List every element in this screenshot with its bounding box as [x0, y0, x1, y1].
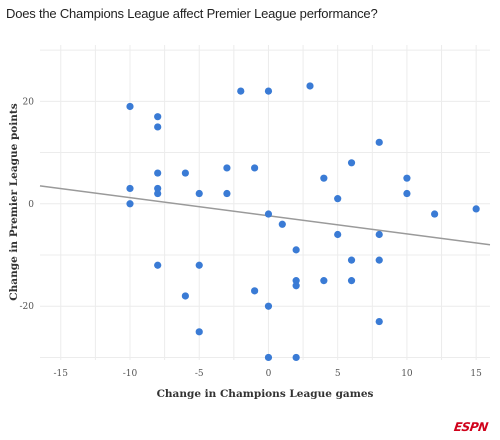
data-point — [278, 220, 286, 228]
data-point — [223, 164, 231, 172]
data-point — [320, 174, 328, 182]
data-points — [126, 82, 480, 362]
data-point — [334, 230, 342, 239]
data-point — [375, 256, 383, 264]
data-point — [264, 210, 273, 218]
data-point — [154, 169, 162, 177]
y-tick-labels: -20 0 20 — [20, 97, 35, 312]
grid — [40, 45, 490, 360]
data-point — [403, 174, 411, 182]
x-tick-label: 10 — [401, 369, 413, 379]
data-point — [347, 256, 356, 264]
data-point — [154, 261, 162, 269]
data-point — [181, 292, 189, 300]
data-point — [375, 138, 383, 146]
data-point — [292, 282, 300, 290]
x-tick-label: -5 — [195, 369, 204, 379]
data-point — [154, 113, 162, 121]
data-point — [306, 82, 314, 90]
data-point — [195, 261, 203, 269]
data-point — [195, 189, 203, 198]
data-point — [347, 159, 356, 167]
y-tick-label: 20 — [23, 97, 35, 107]
data-point — [237, 87, 245, 95]
chart-title: Does the Champions League affect Premier… — [6, 6, 378, 21]
data-point — [472, 205, 480, 213]
y-axis-label: Change in Premier League points — [8, 103, 20, 300]
data-point — [347, 277, 356, 285]
data-point — [126, 200, 134, 208]
data-point — [334, 195, 342, 203]
data-point — [375, 317, 383, 326]
y-tick-label: 0 — [28, 200, 34, 210]
x-tick-label: 15 — [470, 369, 482, 379]
data-point — [264, 87, 273, 95]
data-point — [154, 184, 162, 193]
data-point — [431, 210, 439, 218]
x-tick-label: 0 — [266, 369, 272, 379]
x-tick-label: -10 — [123, 369, 138, 379]
data-point — [126, 102, 134, 111]
data-point — [251, 164, 259, 172]
data-point — [154, 123, 162, 131]
data-point — [292, 353, 300, 362]
x-axis-label: Change in Champions League games — [157, 388, 374, 400]
trendline-group — [39, 185, 491, 246]
y-tick-label: -20 — [20, 302, 35, 312]
data-point — [320, 277, 328, 285]
espn-logo: ESPN — [453, 420, 489, 434]
data-point — [264, 302, 273, 310]
data-point — [154, 189, 162, 198]
data-point — [375, 230, 383, 239]
data-point — [126, 184, 134, 193]
data-point — [292, 246, 300, 254]
data-point — [251, 287, 259, 295]
data-point — [403, 189, 411, 198]
data-point — [264, 353, 273, 362]
x-tick-labels: -15 -10 -5 0 5 10 15 — [54, 369, 483, 379]
data-point — [181, 169, 189, 177]
trendline — [39, 185, 491, 246]
x-tick-label: 5 — [335, 369, 341, 379]
data-point — [195, 328, 203, 336]
data-point — [292, 277, 300, 285]
x-tick-label: -15 — [54, 369, 69, 379]
data-point — [223, 189, 231, 198]
